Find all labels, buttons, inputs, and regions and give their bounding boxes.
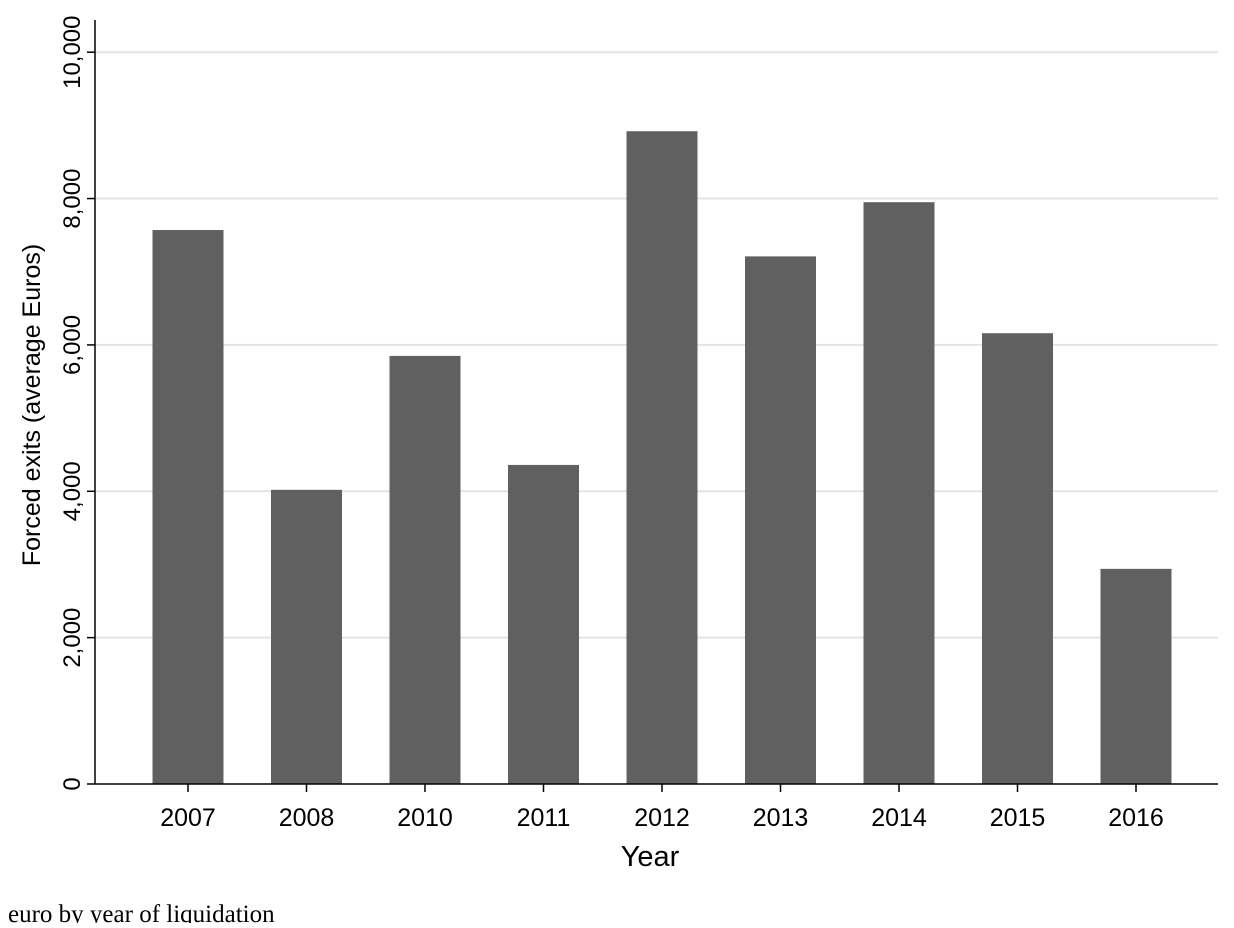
bar [863,202,935,784]
x-tick-label: 2015 [990,804,1046,832]
x-tick-label: 2011 [517,804,571,832]
x-tick-label: 2013 [753,804,809,832]
bar [389,355,461,784]
caption: euro by year of liquidation [8,901,275,923]
bar [508,464,579,784]
y-tick-label: 4,000 [59,461,86,521]
y-tick-label: 6,000 [59,315,86,375]
y-tick-label: 10,000 [59,15,86,88]
bar [152,230,224,784]
bar [745,256,816,784]
y-tick-label: 0 [59,777,86,790]
x-tick-label: 2010 [397,804,453,832]
y-tick-label: 8,000 [59,169,86,229]
bar [982,333,1053,784]
x-tick-label: 2007 [160,804,216,832]
x-tick-label: 2014 [871,804,927,832]
y-tick-label: 2,000 [59,608,86,668]
x-tick-label: 2012 [634,804,690,832]
bar [271,489,342,784]
x-tick-label: 2016 [1108,804,1164,832]
x-tick-label: 2008 [279,804,335,832]
bar [1100,568,1172,784]
bar [626,131,698,785]
x-axis-label: Year [621,841,680,873]
y-axis-label: Forced exits (average Euros) [18,244,46,566]
